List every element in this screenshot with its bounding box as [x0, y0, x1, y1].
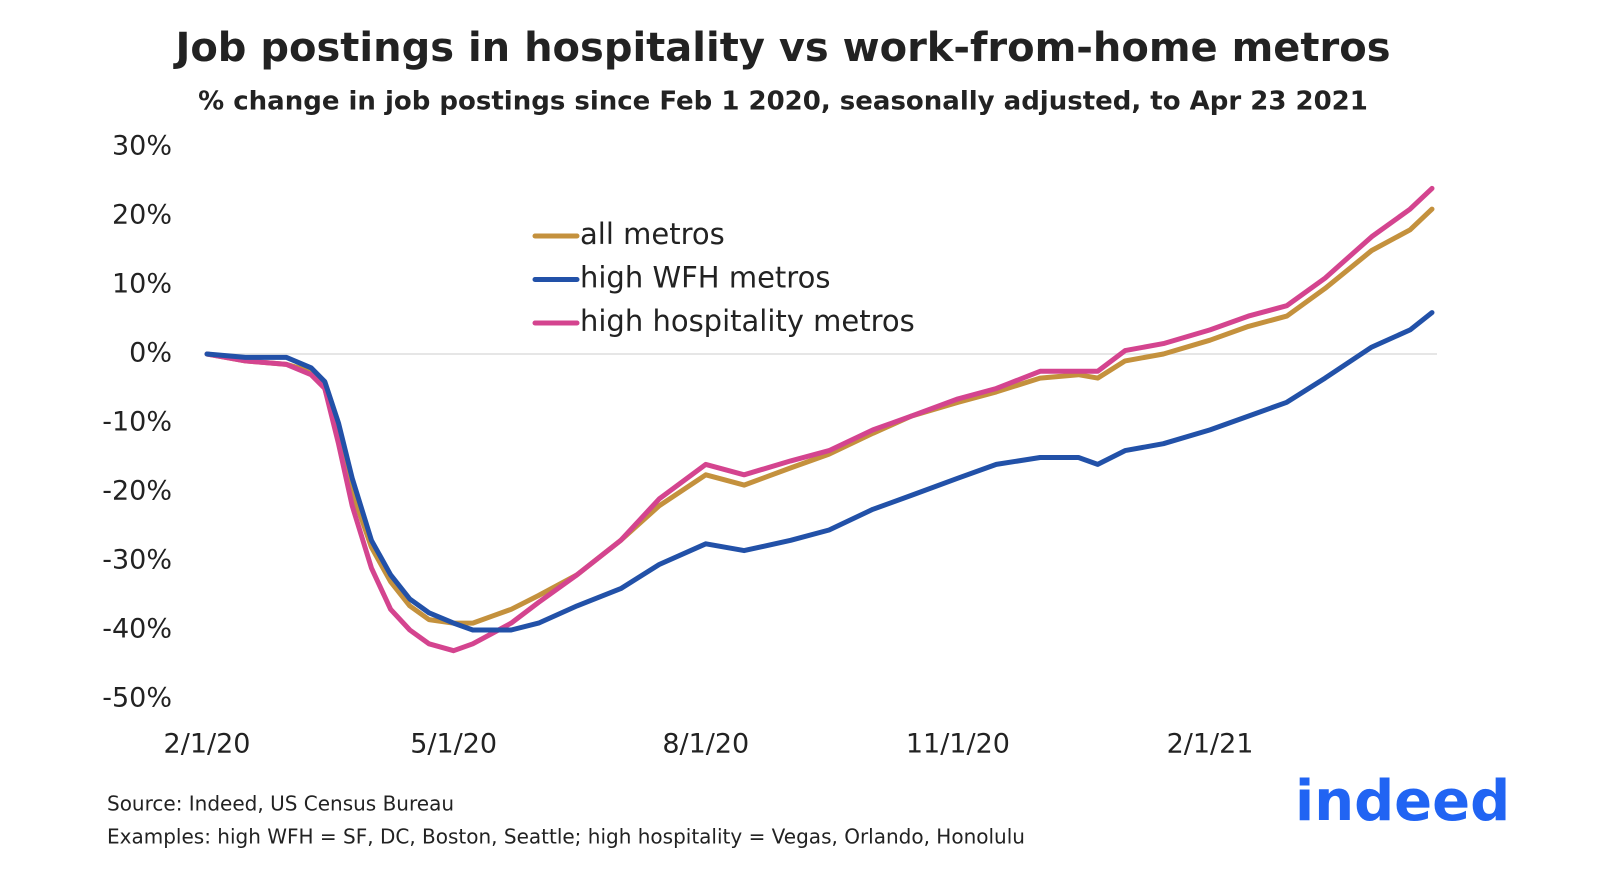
y-tick-label: -10% [102, 407, 172, 438]
logo: indeed [1295, 769, 1510, 834]
x-tick-label: 2/1/21 [1167, 729, 1254, 760]
x-tick-label: 5/1/20 [410, 729, 497, 760]
legend-label: high WFH metros [580, 261, 830, 295]
series-line [204, 310, 1435, 633]
y-tick-label: -30% [102, 545, 172, 576]
y-tick-label: 0% [129, 338, 172, 369]
source-note: Source: Indeed, US Census Bureau [107, 792, 454, 816]
y-tick-label: 20% [112, 200, 172, 231]
x-tick-label: 8/1/20 [662, 729, 749, 760]
examples-note: Examples: high WFH = SF, DC, Boston, Sea… [107, 825, 1025, 849]
x-tick-label: 2/1/20 [164, 729, 251, 760]
chart-subtitle: % change in job postings since Feb 1 202… [198, 87, 1368, 117]
x-tick-label: 11/1/20 [906, 729, 1010, 760]
legend-label: high hospitality metros [580, 304, 915, 338]
y-tick-label: 10% [112, 269, 172, 300]
chart-title: Job postings in hospitality vs work-from… [172, 25, 1390, 71]
y-tick-label: 30% [112, 131, 172, 162]
y-tick-label: -40% [102, 614, 172, 645]
legend-label: all metros [580, 217, 725, 251]
y-tick-label: -20% [102, 476, 172, 507]
y-tick-label: -50% [102, 683, 172, 714]
series-line [204, 206, 1435, 626]
series-line [204, 185, 1435, 654]
